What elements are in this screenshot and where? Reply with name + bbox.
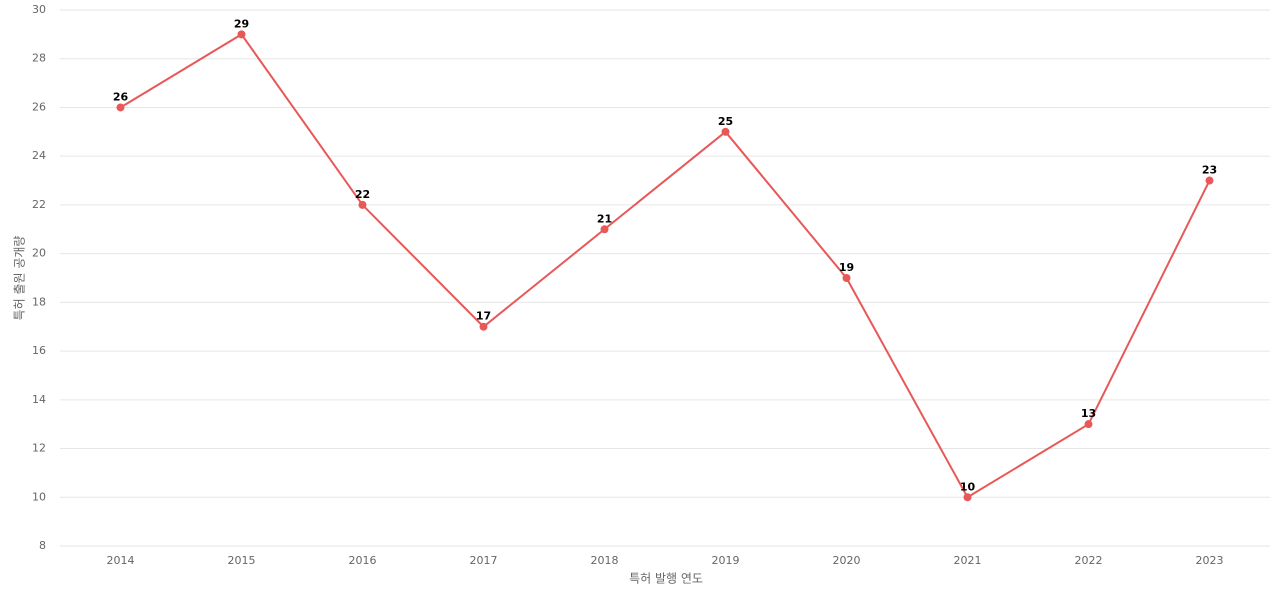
x-tick-label: 2017	[470, 554, 498, 567]
data-label: 19	[839, 261, 854, 274]
x-tick-label: 2014	[107, 554, 135, 567]
point	[358, 200, 367, 209]
x-tick-label: 2015	[228, 554, 256, 567]
point	[116, 103, 125, 112]
y-tick-label: 12	[32, 442, 46, 455]
y-tick-label: 18	[32, 295, 46, 308]
x-tick-label: 2019	[712, 554, 740, 567]
data-label: 23	[1202, 164, 1217, 177]
point	[237, 30, 246, 39]
point	[1084, 420, 1093, 429]
data-label: 22	[355, 188, 370, 201]
point	[1205, 176, 1214, 185]
x-tick-label: 2018	[591, 554, 619, 567]
y-tick-label: 8	[39, 539, 46, 552]
x-tick-label: 2021	[954, 554, 982, 567]
x-tick-label: 2020	[833, 554, 861, 567]
data-label: 29	[234, 17, 249, 30]
y-tick-label: 22	[32, 198, 46, 211]
x-tick-label: 2023	[1196, 554, 1224, 567]
y-axis-label: 특허 출원 공개량	[13, 236, 27, 321]
y-tick-label: 16	[32, 344, 46, 357]
point	[721, 127, 730, 136]
data-label: 21	[597, 212, 612, 225]
y-tick-label: 30	[32, 3, 46, 16]
line	[119, 33, 1211, 499]
point	[479, 322, 488, 331]
x-tick-label: 2022	[1075, 554, 1103, 567]
point	[842, 274, 851, 282]
y-tick-label: 28	[32, 52, 46, 65]
data-label: 25	[718, 115, 733, 128]
point	[963, 493, 972, 502]
y-tick-label: 10	[32, 490, 46, 503]
point	[600, 225, 609, 234]
x-axis-label: 특허 발행 연도	[629, 571, 703, 586]
data-label: 17	[476, 310, 491, 323]
y-tick-label: 14	[32, 393, 46, 406]
y-tick-label: 24	[32, 149, 46, 162]
data-label: 26	[113, 90, 129, 103]
data-label: 10	[960, 480, 976, 493]
x-tick-label: 2016	[349, 554, 377, 567]
y-tick-label: 20	[32, 247, 46, 260]
data-label: 13	[1081, 407, 1096, 420]
y-tick-label: 26	[32, 100, 46, 113]
